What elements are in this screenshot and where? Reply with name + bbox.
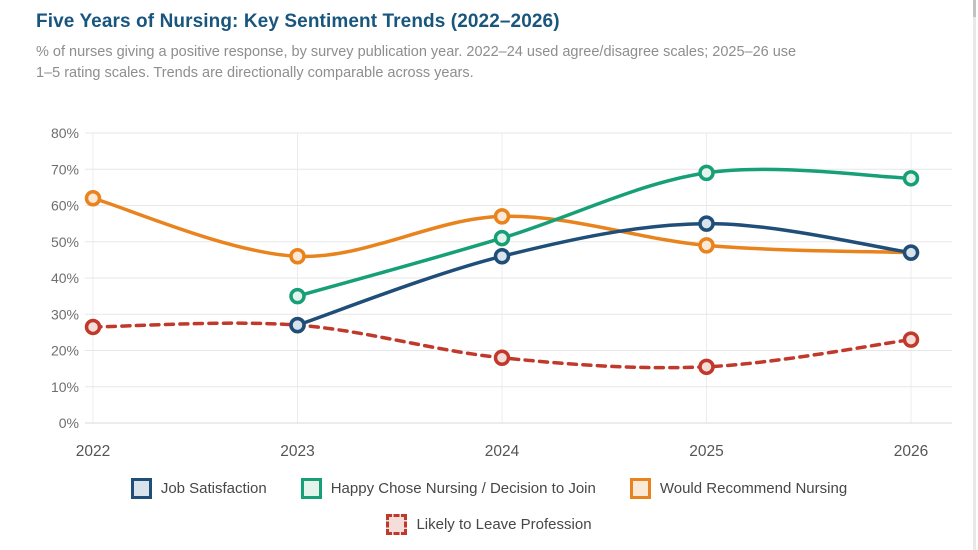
legend-row-1: Job Satisfaction Happy Chose Nursing / D… bbox=[0, 478, 978, 499]
legend-item-likely-to-leave[interactable]: Likely to Leave Profession bbox=[386, 514, 592, 535]
legend-row-2: Likely to Leave Profession bbox=[0, 514, 978, 535]
subtitle-line-2: 1–5 rating scales. Trends are directiona… bbox=[36, 65, 474, 82]
svg-text:0%: 0% bbox=[59, 415, 79, 431]
job-satisfaction-swatch-icon bbox=[130, 478, 152, 499]
svg-text:2026: 2026 bbox=[894, 443, 928, 460]
svg-text:30%: 30% bbox=[51, 306, 79, 322]
subtitle-line-1: % of nurses giving a positive response, … bbox=[36, 44, 797, 60]
legend-item-would-recommend[interactable]: Would Recommend Nursing bbox=[629, 478, 848, 499]
chart-legend: Job Satisfaction Happy Chose Nursing / D… bbox=[0, 478, 978, 550]
page-title: Five Years of Nursing: Key Sentiment Tre… bbox=[36, 11, 560, 32]
legend-label: Would Recommend Nursing bbox=[659, 480, 848, 497]
legend-item-happy-chose-nursing[interactable]: Happy Chose Nursing / Decision to Join bbox=[300, 478, 596, 499]
svg-text:80%: 80% bbox=[51, 125, 79, 141]
legend-label: Likely to Leave Profession bbox=[416, 516, 592, 533]
svg-text:2023: 2023 bbox=[280, 443, 314, 460]
chart-header: Five Years of Nursing: Key Sentiment Tre… bbox=[0, 0, 978, 84]
svg-text:70%: 70% bbox=[51, 161, 79, 177]
svg-text:60%: 60% bbox=[51, 198, 79, 214]
scrollbar-thumb[interactable] bbox=[973, 0, 976, 17]
chart-subtitle: % of nurses giving a positive response, … bbox=[36, 42, 938, 84]
would-recommend-swatch-icon bbox=[629, 478, 651, 499]
sentiment-trends-line-chart: 0% 10% 20% 30% 40% 50% 60% 70% 80% 2022 2023 2024 20… bbox=[51, 125, 952, 460]
legend-label: Job Satisfaction bbox=[160, 480, 267, 497]
svg-text:50%: 50% bbox=[51, 234, 79, 250]
chart-area: 0% 10% 20% 30% 40% 50% 60% 70% 80% 2022 2023 2024 20… bbox=[0, 98, 978, 470]
svg-text:10%: 10% bbox=[51, 379, 79, 395]
legend-item-job-satisfaction[interactable]: Job Satisfaction bbox=[130, 478, 267, 499]
legend-label: Happy Chose Nursing / Decision to Join bbox=[330, 480, 596, 497]
svg-text:2022: 2022 bbox=[76, 443, 110, 460]
svg-text:2025: 2025 bbox=[689, 443, 723, 460]
happy-chose-nursing-swatch-icon bbox=[300, 478, 322, 499]
likely-to-leave-swatch-icon bbox=[386, 514, 408, 535]
svg-text:20%: 20% bbox=[51, 343, 79, 359]
svg-text:2024: 2024 bbox=[485, 443, 520, 460]
svg-text:40%: 40% bbox=[51, 270, 79, 286]
scrollbar-track[interactable] bbox=[973, 0, 976, 550]
